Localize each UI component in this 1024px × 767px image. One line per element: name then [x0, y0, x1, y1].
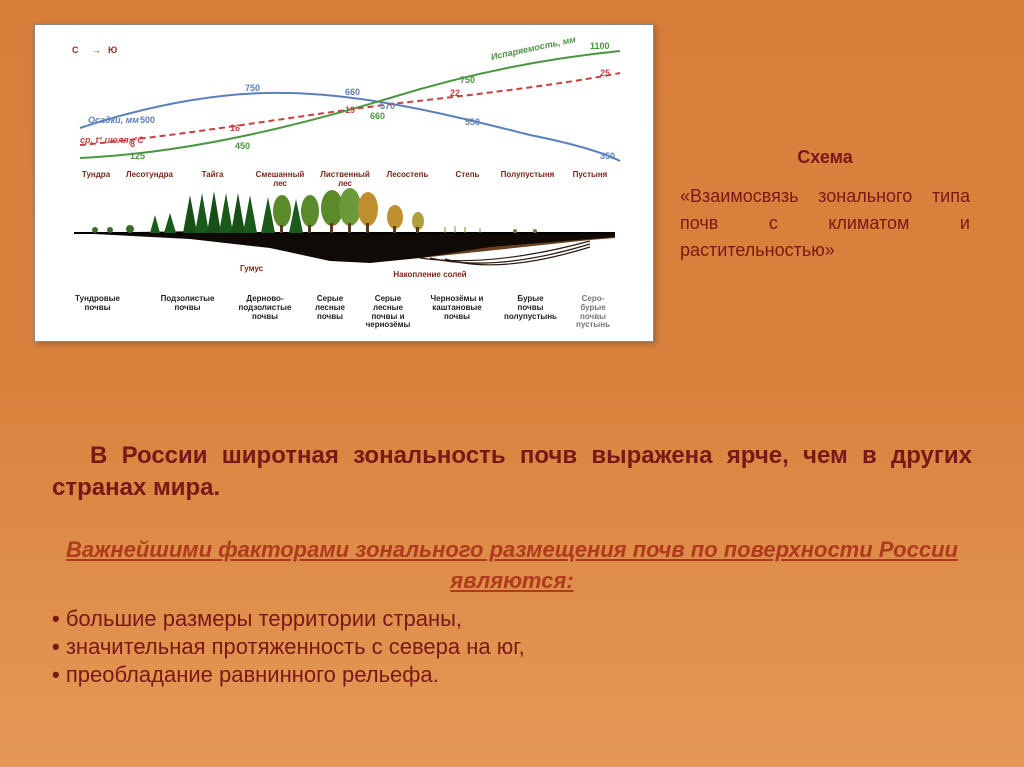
zone-7: Полупустыня	[495, 171, 560, 180]
zone-0: Тундра	[76, 171, 116, 180]
evap-v3: 750	[460, 75, 475, 85]
zone-1: Лесотундра	[122, 171, 177, 180]
temp-v3: 22	[450, 88, 460, 98]
caption-text: «Взаимосвязь зонального типа почв с клим…	[680, 183, 970, 264]
zone-5: Лесостепь	[380, 171, 435, 180]
intro-paragraph: В России широтная зональность почв выраж…	[52, 440, 972, 505]
temp-v2: 19	[345, 105, 355, 115]
evap-v2: 660	[370, 111, 385, 121]
zone-6: Степь	[445, 171, 490, 180]
zone-3: Смешанный лес	[250, 171, 310, 189]
soil-0: Тундровые почвы	[70, 295, 125, 313]
soil-2: Дерново- подзолистые почвы	[230, 295, 300, 321]
soil-1: Подзолистые почвы	[155, 295, 220, 313]
precip-v3: 570	[380, 101, 395, 111]
factors-heading: Важнейшими факторами зонального размещен…	[52, 535, 972, 597]
diagram-canvas: С → Ю Осадки, мм ср. t° июля, °C Испаряе…	[70, 43, 628, 331]
precip-v1: 750	[245, 83, 260, 93]
factor-item: значительная протяженность с севера на ю…	[52, 634, 972, 660]
soil-4: Серые лесные почвы и чернозёмы	[358, 295, 418, 330]
evap-v0: 125	[130, 151, 145, 161]
direction-north: С	[72, 45, 79, 55]
temp-v0: 8	[130, 139, 135, 149]
temp-v1: 16	[230, 123, 240, 133]
text-content: В России широтная зональность почв выраж…	[52, 440, 972, 690]
salts-label: Накопление солей	[380, 271, 480, 280]
soil-6: Бурые почвы полупустынь	[498, 295, 563, 321]
soil-3: Серые лесные почвы	[305, 295, 355, 321]
evap-v1: 450	[235, 141, 250, 151]
caption-title: Схема	[680, 144, 970, 171]
zone-4: Лиственный лес	[315, 171, 375, 189]
zone-2: Тайга	[190, 171, 235, 180]
evap-v4: 1100	[590, 41, 610, 51]
precip-label: Осадки, мм	[88, 115, 139, 125]
precip-v2: 660	[345, 87, 360, 97]
factors-list: большие размеры территории страны, значи…	[52, 606, 972, 688]
temp-v4: 25	[600, 68, 610, 78]
direction-arrow: →	[92, 45, 101, 55]
soil-7: Серо- бурые почвы пустынь	[568, 295, 618, 330]
precip-v4: 550	[465, 117, 480, 127]
factor-item: большие размеры территории страны,	[52, 606, 972, 632]
soil-5: Чернозёмы и каштановые почвы	[422, 295, 492, 321]
precip-v0: 500	[140, 115, 155, 125]
zone-8: Пустыня	[565, 171, 615, 180]
factor-item: преобладание равнинного рельефа.	[52, 662, 972, 688]
precip-v5: 350	[600, 151, 615, 161]
humus-label: Гумус	[240, 265, 263, 274]
diagram-caption: Схема «Взаимосвязь зонального типа почв …	[680, 144, 970, 264]
direction-south: Ю	[108, 45, 117, 55]
zonality-diagram: С → Ю Осадки, мм ср. t° июля, °C Испаряе…	[34, 24, 654, 342]
